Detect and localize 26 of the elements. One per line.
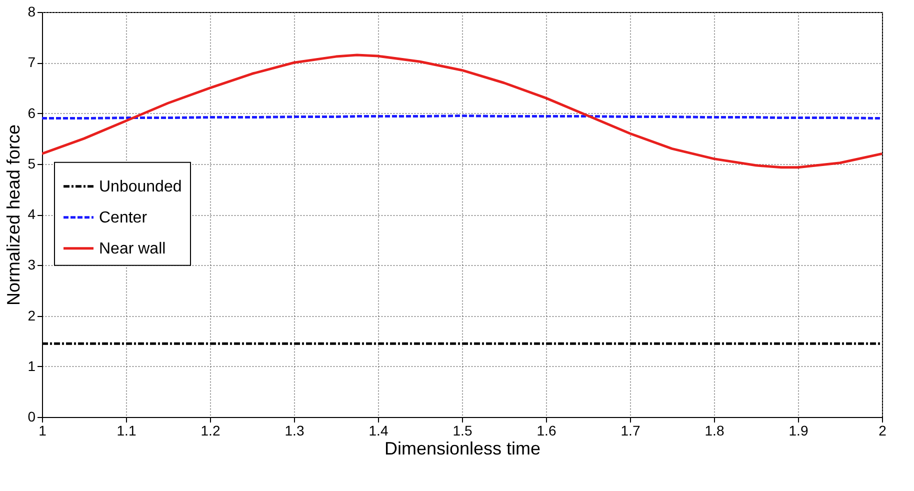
y-tick-label: 6	[28, 104, 36, 121]
y-tick-label: 1	[28, 358, 36, 374]
y-axis-title: Normalized head force	[4, 124, 24, 306]
line-series	[42, 54, 882, 169]
y-tick-label: 5	[28, 155, 36, 172]
x-tick-label: 1	[38, 422, 47, 438]
y-tick-label: 2	[28, 307, 36, 324]
y-tick-label: 4	[28, 206, 36, 222]
x-axis-title: Dimensionless time	[384, 438, 541, 458]
x-tick-label: 1.2	[200, 422, 220, 438]
x-tick-label: 1.5	[452, 422, 472, 438]
x-tick-label: 1.1	[116, 422, 136, 438]
legend-label: Near wall	[99, 240, 166, 258]
y-tick-label: 0	[28, 408, 36, 424]
y-tick-label: 7	[28, 54, 36, 70]
legend-label: Center	[99, 209, 148, 226]
x-tick-label: 1.4	[368, 422, 388, 438]
x-tick-label: 1.6	[536, 422, 556, 438]
x-tick-label: 1.7	[620, 422, 640, 438]
y-tick-label: 8	[28, 4, 36, 20]
legend-label: Unbounded	[99, 178, 182, 196]
x-tick-label: 1.8	[704, 422, 724, 438]
x-tick-label: 1.9	[788, 422, 808, 438]
y-tick-label: 3	[28, 256, 36, 273]
x-tick-label: 1.3	[284, 422, 304, 438]
x-tick-label: 2	[878, 422, 887, 438]
